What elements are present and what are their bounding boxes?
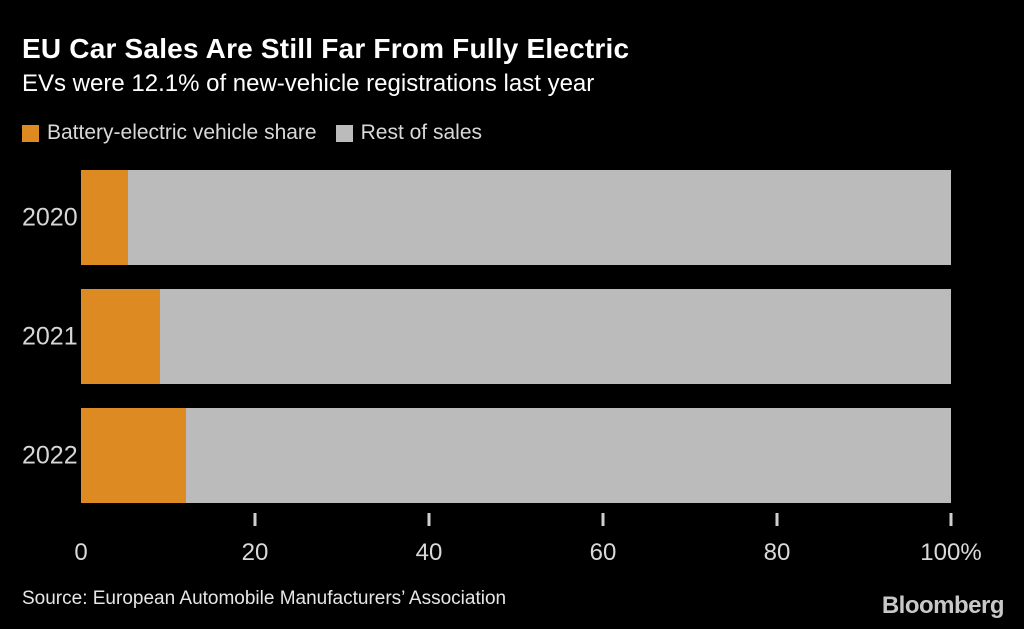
tick-mark [775, 513, 779, 526]
chart-subtitle: EVs were 12.1% of new-vehicle registrati… [22, 70, 595, 97]
legend-swatch-icon [22, 124, 39, 142]
tick-label: 60 [589, 539, 617, 566]
category-label: 2020 [22, 203, 78, 231]
category-label: 2022 [22, 441, 78, 469]
rest-of-sales-bar [81, 408, 951, 503]
bloomberg-logo: Bloomberg [881, 592, 1005, 619]
bev-share-bar [81, 170, 128, 265]
bev-share-bar [81, 289, 161, 384]
tick-mark [601, 513, 605, 526]
rest-of-sales-bar [81, 289, 951, 384]
bar-row-2022: 2022 [0, 408, 1024, 503]
tick-mark [253, 513, 257, 526]
tick-mark [427, 513, 431, 526]
tick-label: 80 [763, 539, 791, 566]
tick-mark [949, 513, 953, 526]
legend-label: Battery-electric vehicle share [47, 121, 317, 144]
bev-share-bar [81, 408, 187, 503]
tick-label: 40 [415, 539, 443, 566]
bar-row-2021: 2021 [0, 289, 1024, 384]
rest-of-sales-bar [81, 170, 951, 265]
tick-label: 20 [241, 539, 269, 566]
chart-title: EU Car Sales Are Still Far From Fully El… [22, 33, 630, 64]
legend-label: Rest of sales [360, 121, 482, 144]
legend-swatch-icon [335, 124, 353, 142]
category-label: 2021 [22, 322, 78, 350]
legend-item-1: Rest of sales [335, 121, 482, 145]
bar-row-2020: 2020 [0, 170, 1024, 265]
tick-label: 0 [74, 539, 88, 566]
legend: Battery-electric vehicle share Rest of sa… [22, 121, 482, 145]
source-note: Source: European Automobile Manufacturer… [22, 588, 507, 609]
legend-item-0: Battery-electric vehicle share [22, 121, 317, 145]
tick-label: 100% [920, 539, 982, 566]
bar-chart: 2020 2021 2022 [0, 170, 1024, 503]
